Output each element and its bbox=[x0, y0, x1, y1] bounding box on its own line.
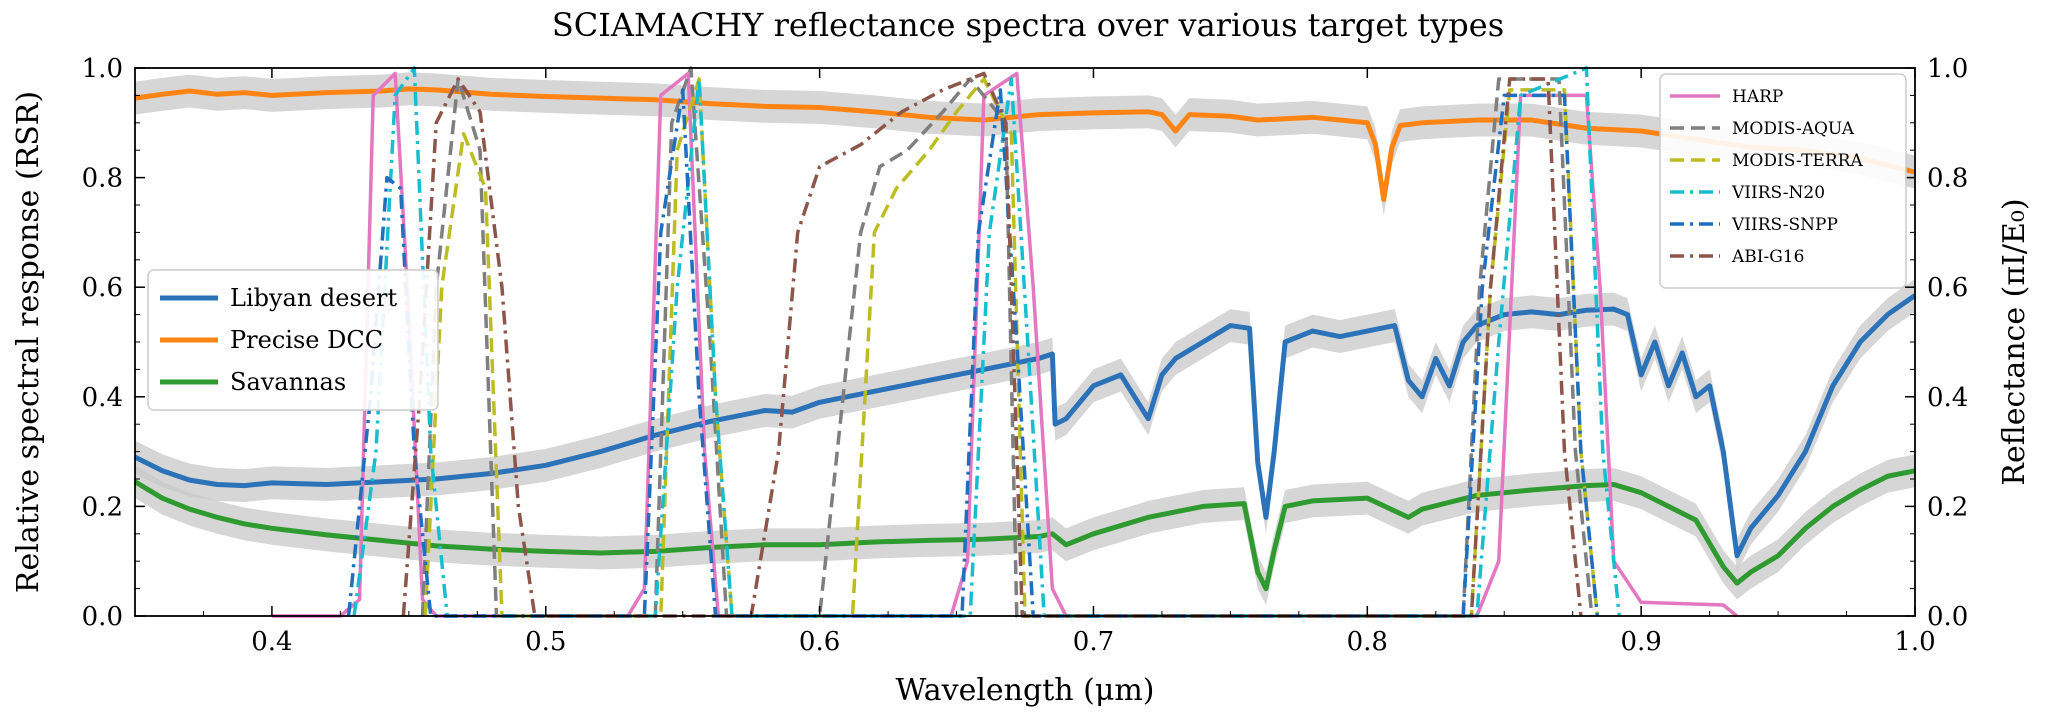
y-tick-label-left: 0.0 bbox=[82, 602, 123, 632]
y-tick-label-right: 1.0 bbox=[1927, 54, 1968, 84]
legend-label-modis-aqua: MODIS-AQUA bbox=[1732, 119, 1855, 139]
legend-label-harp: HARP bbox=[1732, 87, 1783, 107]
x-tick-label: 0.7 bbox=[1073, 627, 1114, 657]
x-axis: 0.4 0.5 0.6 0.7 0.8 0.9 1.0 bbox=[134, 68, 1936, 657]
chart-title: SCIAMACHY reflectance spectra over vario… bbox=[552, 6, 1504, 44]
legend-label-precise-dcc: Precise DCC bbox=[230, 326, 383, 354]
y-tick-label-left: 0.8 bbox=[82, 164, 123, 194]
y-tick-label-left: 0.6 bbox=[82, 273, 123, 303]
x-axis-label: Wavelength (μm) bbox=[896, 673, 1155, 708]
x-tick-label: 0.8 bbox=[1347, 627, 1388, 657]
y-tick-label-right: 0.6 bbox=[1927, 273, 1968, 303]
legend-label-viirs-snpp: VIIRS-SNPP bbox=[1731, 215, 1838, 235]
series-viirs-n20 bbox=[352, 66, 1621, 618]
series-precise-dcc bbox=[134, 86, 1916, 203]
band-precise-dcc bbox=[135, 72, 1915, 216]
y-tick-label-right: 0.2 bbox=[1927, 492, 1968, 522]
x-tick-label: 0.6 bbox=[799, 627, 840, 657]
y-axis-left: 0.0 0.2 0.4 0.6 0.8 1.0 bbox=[82, 54, 145, 632]
legend-label-abi-g16: ABI-G16 bbox=[1731, 247, 1804, 267]
x-tick-label: 0.9 bbox=[1620, 627, 1661, 657]
x-tick-label: 1.0 bbox=[1894, 627, 1935, 657]
legend-label-savannas: Savannas bbox=[230, 368, 346, 396]
y-axis-label-right: Reflectance (πI/E₀) bbox=[1997, 198, 2032, 485]
legend-spectra: Libyan desert Precise DCC Savannas bbox=[147, 269, 439, 411]
series-modis-aqua bbox=[420, 66, 1594, 618]
y-tick-label-left: 1.0 bbox=[82, 54, 123, 84]
x-tick-label: 0.4 bbox=[251, 627, 292, 657]
legend-sensors-box bbox=[1659, 73, 1907, 289]
y-tick-label-left: 0.4 bbox=[82, 383, 123, 413]
legend-label-viirs-n20: VIIRS-N20 bbox=[1731, 183, 1825, 203]
legend-label-libyan-desert: Libyan desert bbox=[230, 284, 397, 312]
legend-spectra-box bbox=[147, 269, 439, 411]
series-savannas bbox=[133, 468, 1916, 592]
legend-sensors: HARP MODIS-AQUA MODIS-TERRA VIIRS-N20 VIIRS-… bbox=[1659, 73, 1907, 289]
x-tick-label: 0.5 bbox=[525, 627, 566, 657]
y-axis-right: 0.0 0.2 0.4 0.6 0.8 1.0 bbox=[1905, 54, 1968, 632]
series-abi-g16 bbox=[401, 71, 1583, 618]
y-tick-label-right: 0.8 bbox=[1927, 164, 1968, 194]
series-libyan-desert bbox=[133, 293, 1917, 559]
y-tick-label-right: 0.0 bbox=[1927, 602, 1968, 632]
legend-label-modis-terra: MODIS-TERRA bbox=[1732, 151, 1863, 171]
y-axis-label-left: Relative spectral response (RSR) bbox=[11, 91, 46, 593]
y-tick-label-left: 0.2 bbox=[82, 492, 123, 522]
y-tick-label-right: 0.4 bbox=[1927, 383, 1968, 413]
